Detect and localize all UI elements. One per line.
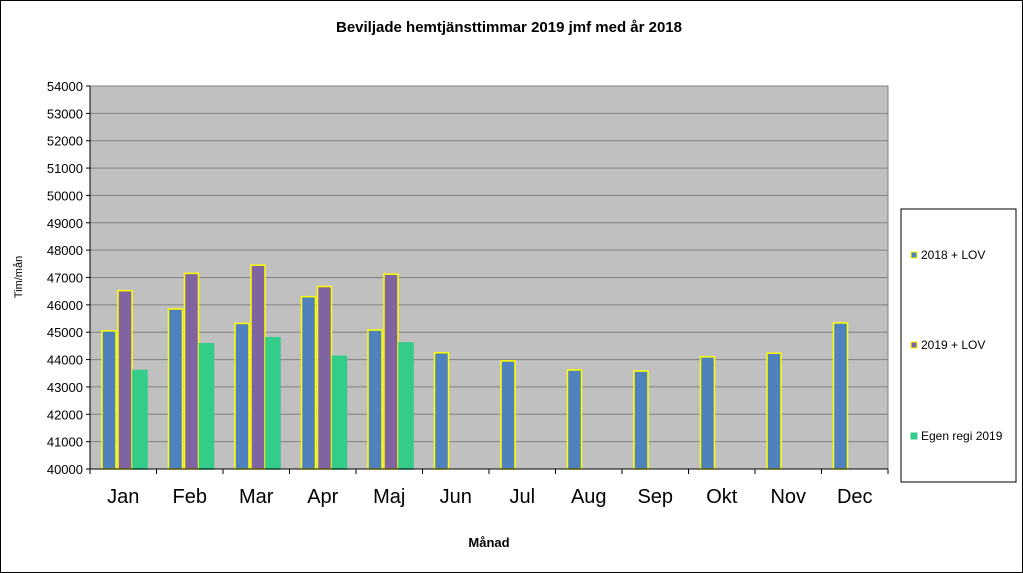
bar	[183, 272, 200, 470]
chart-title: Beviljade hemtjänsttimmar 2019 jmf med å…	[336, 19, 682, 36]
x-tick-label: Maj	[373, 486, 405, 508]
y-tick-label: 46000	[47, 298, 83, 313]
bar	[167, 308, 184, 470]
bar	[331, 355, 348, 470]
legend-entry: Egen regi 2019	[921, 429, 1003, 443]
x-axis-label: Månad	[468, 535, 509, 550]
bar	[398, 342, 414, 470]
bar	[383, 273, 399, 470]
bar	[699, 356, 716, 470]
x-tick-label: Dec	[837, 486, 873, 508]
bar	[234, 322, 250, 470]
bar	[433, 351, 450, 470]
y-tick-label: 48000	[47, 243, 83, 258]
x-tick-label: Aug	[571, 486, 607, 508]
legend-box	[900, 208, 1017, 483]
legend-swatch	[910, 432, 918, 440]
bar	[300, 295, 317, 470]
bar	[316, 285, 333, 470]
bar	[250, 264, 266, 470]
y-tick-label: 54000	[47, 79, 83, 94]
bar	[132, 369, 148, 470]
x-tick-label: Mar	[239, 486, 274, 508]
x-tick-label: Jan	[107, 486, 139, 508]
y-tick-label: 49000	[47, 216, 83, 231]
bars	[101, 264, 849, 470]
y-tick-label: 41000	[47, 435, 83, 450]
x-tick-labels: Jan Feb Mar Apr Maj Jun Jul Aug Sep Okt Nov Dec	[107, 486, 872, 508]
bar	[633, 370, 649, 470]
y-tick-label: 44000	[47, 353, 83, 368]
bar	[117, 289, 133, 470]
legend-entry: 2019 + LOV	[921, 338, 985, 352]
y-tick-label: 47000	[47, 271, 83, 286]
bar	[101, 330, 117, 470]
bar	[265, 336, 281, 470]
y-tick-label: 53000	[47, 106, 83, 121]
y-tick-labels: 40000 41000 42000 43000 44000 45000 46000 47000…	[47, 79, 83, 477]
bar	[566, 369, 583, 470]
y-tick-label: 51000	[47, 161, 83, 176]
y-tick-label: 52000	[47, 134, 83, 149]
y-tick-label: 43000	[47, 380, 83, 395]
legend: 2018 + LOV 2019 + LOV Egen regi 2019	[900, 208, 1017, 483]
x-tick-label: Feb	[173, 486, 207, 508]
gridlines	[86, 85, 888, 470]
x-tick-label: Okt	[706, 486, 738, 508]
y-tick-label: 40000	[47, 462, 83, 477]
y-tick-label: 45000	[47, 325, 83, 340]
x-tick-label: Sep	[637, 486, 673, 508]
x-tick-label: Jun	[440, 486, 472, 508]
legend-entry: 2018 + LOV	[921, 248, 985, 262]
legend-swatch	[910, 341, 918, 349]
bar	[500, 360, 516, 470]
x-tick-label: Jul	[509, 486, 535, 508]
bar	[766, 352, 782, 470]
bar	[198, 342, 215, 470]
y-axis-label: Tim/mån	[13, 256, 25, 298]
bar	[832, 322, 849, 470]
y-tick-label: 50000	[47, 188, 83, 203]
bar	[367, 329, 383, 470]
x-tick-label: Apr	[307, 486, 338, 508]
x-tick-label: Nov	[770, 486, 806, 508]
axes	[89, 86, 889, 474]
y-tick-label: 42000	[47, 407, 83, 422]
legend-swatch	[910, 251, 918, 259]
